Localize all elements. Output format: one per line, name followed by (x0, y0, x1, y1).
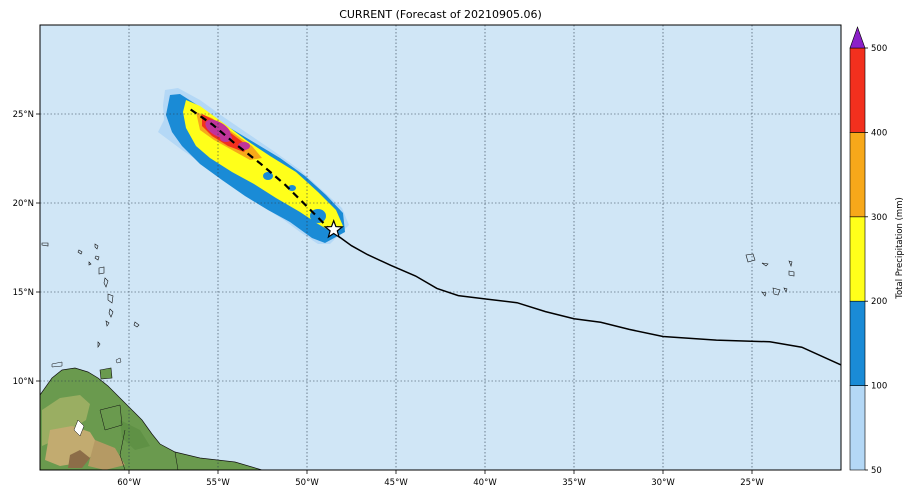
trinidad-island (99, 367, 113, 380)
map-frame (39, 24, 842, 471)
longitude-axis: 60°W 55°W 50°W 45°W 40°W 35°W 30°W 25°W (117, 470, 764, 488)
colorbar-tick-label: 200 (871, 297, 887, 307)
current-position-star-icon (323, 218, 344, 239)
lat-tick-label: 20°N (13, 199, 34, 209)
lat-tick-label: 25°N (13, 110, 34, 120)
map-title: CURRENT (Forecast of 20210905.06) (339, 8, 542, 21)
cape-verde-islands (745, 253, 795, 297)
colorbar-segment-100 (849, 300, 866, 386)
forecast-storm-track (188, 107, 333, 233)
colorbar-tick-label: 300 (871, 213, 887, 223)
colorbar-label: Total Precipitation (mm) (895, 197, 905, 300)
lesser-antilles-islands (41, 242, 140, 348)
map-gridlines (40, 25, 841, 470)
observed-storm-track (331, 230, 841, 366)
colorbar-tick-label: 50 (871, 466, 882, 476)
colorbar-tick-label: 400 (871, 128, 887, 138)
colorbar-tick-label: 100 (871, 382, 887, 392)
ocean-background (40, 25, 841, 470)
lon-tick-label: 25°W (740, 478, 764, 488)
lon-tick-label: 55°W (206, 478, 230, 488)
lon-tick-label: 40°W (473, 478, 497, 488)
lon-tick-label: 45°W (384, 478, 408, 488)
latitude-axis: 10°N 15°N 20°N 25°N (13, 110, 40, 387)
colorbar-segment-400 (849, 47, 866, 133)
lon-tick-label: 35°W (562, 478, 586, 488)
colorbar-segment-200 (849, 216, 866, 302)
lon-tick-label: 60°W (117, 478, 141, 488)
lat-tick-label: 10°N (13, 377, 34, 387)
lon-tick-label: 30°W (651, 478, 675, 488)
colorbar-tick-label: 500 (871, 44, 887, 54)
colorbar-extend-triangle (849, 26, 866, 49)
colorbar-segment-50 (849, 385, 866, 471)
colorbar: 50 100 200 300 400 500 (849, 26, 887, 476)
south-america-land (40, 367, 263, 470)
colorbar-segment-300 (849, 132, 866, 218)
lon-tick-label: 50°W (295, 478, 319, 488)
lat-tick-label: 15°N (13, 288, 34, 298)
